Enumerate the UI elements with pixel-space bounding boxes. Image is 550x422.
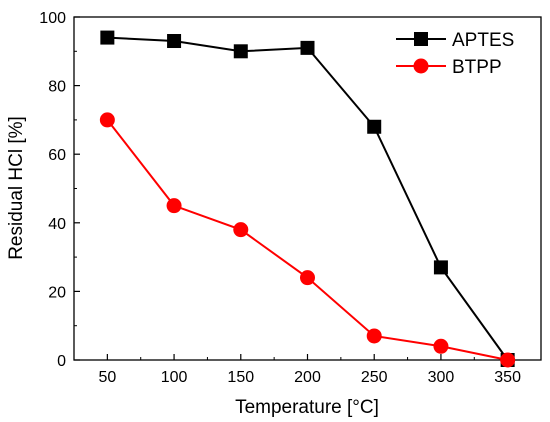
- legend-label-aptes: APTES: [452, 30, 514, 51]
- legend-label-btpp: BTPP: [452, 57, 502, 78]
- legend-marker-aptes: [414, 32, 428, 46]
- x-axis: 50 100 150 200 250 300 350: [98, 354, 521, 386]
- y-tick-label: 60: [48, 147, 66, 164]
- data-point-aptes: [167, 34, 182, 49]
- series-line-btpp: [106, 119, 508, 361]
- data-point-aptes: [300, 40, 315, 55]
- y-tick-label: 40: [48, 216, 66, 233]
- data-point-btpp: [300, 270, 315, 286]
- y-tick-label: 80: [48, 79, 66, 96]
- data-point-btpp: [500, 352, 516, 368]
- x-axis-label: Temperature [°C]: [235, 397, 379, 418]
- legend: APTES BTPP: [396, 30, 514, 78]
- data-point-btpp: [233, 222, 249, 238]
- x-tick-label: 200: [294, 369, 321, 386]
- data-point-aptes: [233, 44, 248, 59]
- data-point-btpp: [166, 198, 182, 214]
- y-tick-label: 20: [48, 284, 66, 301]
- y-tick-label: 100: [39, 10, 66, 27]
- data-point-btpp: [433, 338, 449, 354]
- series-line-aptes: [107, 36, 509, 361]
- x-tick-label: 100: [161, 369, 188, 386]
- legend-marker-btpp: [413, 58, 429, 74]
- data-point-btpp: [366, 328, 382, 344]
- data-point-aptes: [433, 260, 448, 275]
- x-tick-label: 250: [361, 369, 388, 386]
- y-axis: 0 20 40 60 80 100: [39, 10, 80, 370]
- data-point-aptes: [100, 30, 115, 45]
- y-tick-label: 0: [57, 353, 66, 370]
- x-tick-label: 300: [428, 369, 455, 386]
- series-layer: [99, 30, 516, 368]
- x-tick-label: 50: [98, 369, 116, 386]
- data-point-btpp: [99, 112, 115, 128]
- x-tick-label: 150: [227, 369, 254, 386]
- y-axis-label: Residual HCl [%]: [6, 116, 27, 260]
- data-point-aptes: [367, 119, 382, 134]
- x-tick-label: 350: [494, 369, 521, 386]
